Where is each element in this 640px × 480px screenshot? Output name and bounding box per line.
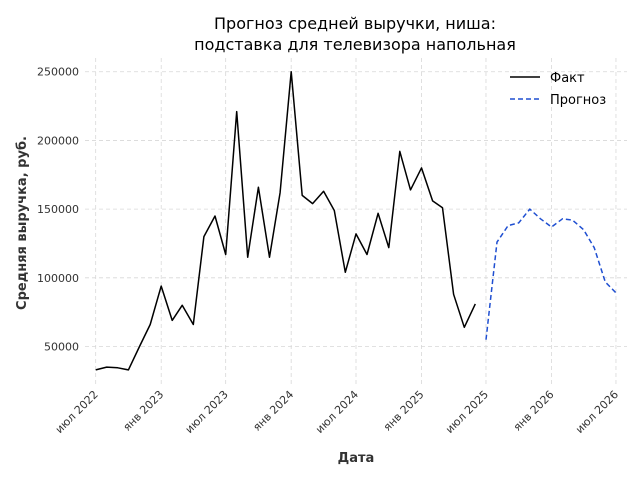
legend: Факт Прогноз xyxy=(510,71,606,108)
x-tick-label: июл 2024 xyxy=(313,388,361,436)
y-tick-label: 250000 xyxy=(37,66,79,79)
y-tick-label: 50000 xyxy=(44,341,79,354)
legend-label: Факт xyxy=(550,71,585,86)
x-tick-label: июл 2022 xyxy=(53,388,101,436)
x-tick-label: янв 2023 xyxy=(121,388,167,434)
x-axis-label: Дата xyxy=(338,451,375,466)
x-axis-ticks: июл 2022 янв 2023 июл 2023 янв 2024 июл 2024… xyxy=(53,388,621,436)
chart-title-line1: Прогноз средней выручки, ниша: xyxy=(214,14,496,33)
x-tick-label: янв 2025 xyxy=(381,388,427,434)
y-tick-label: 200000 xyxy=(37,134,79,147)
y-axis-ticks: 50000 100000 150000 200000 250000 xyxy=(37,66,79,354)
x-tick-label: июл 2025 xyxy=(443,388,491,436)
chart-title-line2: подставка для телевизора напольная xyxy=(194,35,516,54)
grid xyxy=(85,58,627,385)
legend-label: Прогноз xyxy=(550,93,606,108)
series-line-actual xyxy=(95,70,476,371)
y-tick-label: 150000 xyxy=(37,203,79,216)
x-tick-label: июл 2026 xyxy=(573,388,621,436)
y-tick-label: 100000 xyxy=(37,272,79,285)
x-tick-label: янв 2026 xyxy=(511,388,557,434)
series-lines xyxy=(95,70,617,371)
series-line-forecast xyxy=(485,208,617,340)
x-tick-label: янв 2024 xyxy=(250,388,296,434)
y-axis-label: Средняя выручка, руб. xyxy=(15,136,30,310)
x-tick-label: июл 2023 xyxy=(183,388,231,436)
